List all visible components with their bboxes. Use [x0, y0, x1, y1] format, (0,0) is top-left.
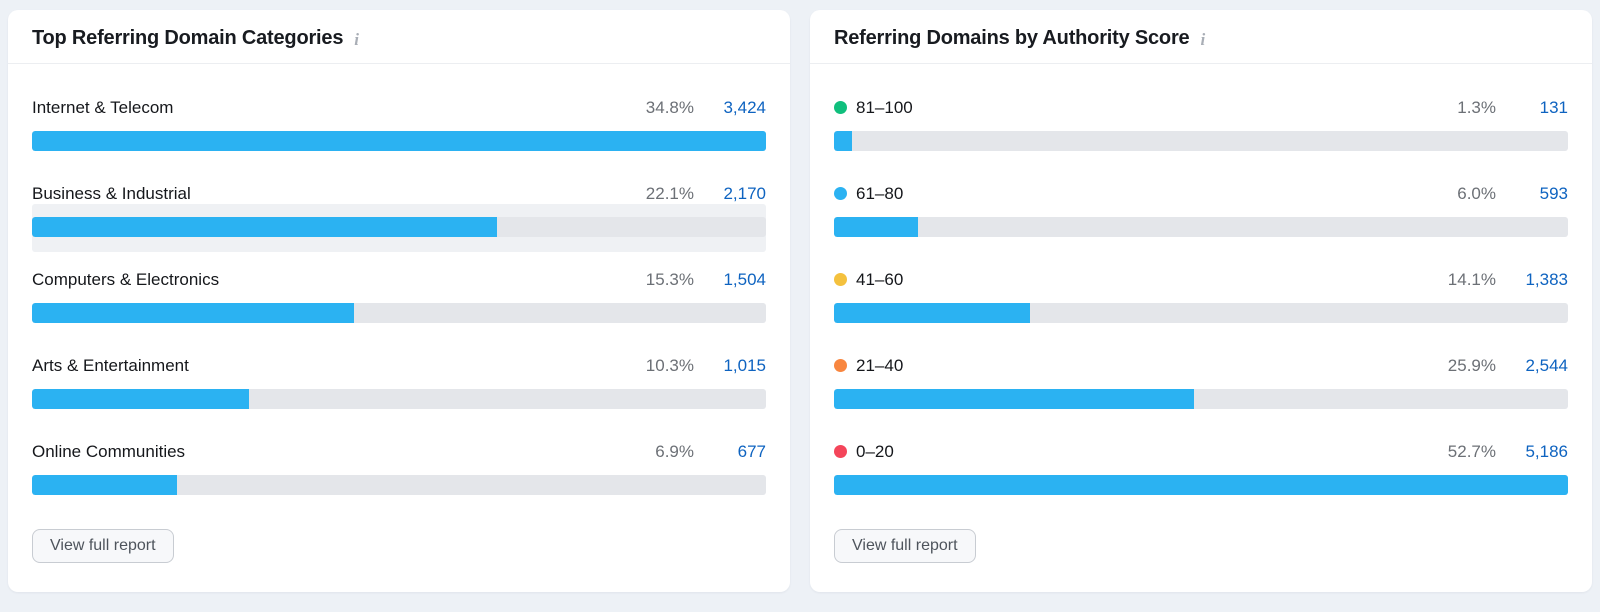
row-label: Computers & Electronics [32, 269, 220, 289]
row-percent: 1.3% [1457, 97, 1496, 117]
row-count-link[interactable]: 131 [1539, 97, 1568, 117]
card-referring-domains-by-authority-score: Referring Domains by Authority Score i 8… [810, 10, 1592, 592]
bar-band [32, 118, 766, 166]
bar-fill [834, 131, 853, 151]
domain-category-row: Business & Industrial 22.1% 2,170 [32, 183, 766, 252]
info-icon[interactable]: i [1200, 29, 1206, 49]
row-count-link[interactable]: 1,015 [723, 355, 766, 375]
row-percent: 6.0% [1457, 183, 1496, 203]
row-percent: 52.7% [1447, 441, 1496, 461]
card-header: Top Referring Domain Categories i [8, 10, 790, 64]
bar-fill [32, 217, 498, 237]
bar-track [32, 217, 766, 237]
bar-fill [834, 475, 1568, 495]
score-range-dot [834, 187, 847, 200]
authority-score-row: 81–100 1.3% 131 [834, 97, 1568, 166]
row-percent: 10.3% [645, 355, 694, 375]
authority-score-row: 61–80 6.0% 593 [834, 183, 1568, 252]
bar-track [834, 303, 1568, 323]
domain-category-row: Online Communities 6.9% 677 [32, 441, 766, 510]
score-range-dot [834, 445, 847, 458]
row-count-link[interactable]: 2,544 [1525, 355, 1568, 375]
row-count-link[interactable]: 3,424 [723, 97, 766, 117]
authority-score-row: 41–60 14.1% 1,383 [834, 269, 1568, 338]
row-percent: 25.9% [1447, 355, 1496, 375]
bar-fill [834, 303, 1030, 323]
bar-track [834, 389, 1568, 409]
bar-fill [32, 303, 355, 323]
row-count-link[interactable]: 5,186 [1525, 441, 1568, 461]
bar-fill [32, 475, 178, 495]
domain-category-row: Computers & Electronics 15.3% 1,504 [32, 269, 766, 338]
score-range-dot [834, 359, 847, 372]
bar-band [834, 376, 1568, 424]
bar-fill [834, 389, 1195, 409]
domain-category-row: Internet & Telecom 34.8% 3,424 [32, 97, 766, 166]
bar-band [32, 290, 766, 338]
card-footer: View full report [8, 529, 790, 592]
bar-band [834, 462, 1568, 510]
info-icon[interactable]: i [354, 29, 359, 49]
bar-track [32, 131, 766, 151]
bar-track [834, 217, 1568, 237]
row-percent: 6.9% [655, 441, 694, 461]
row-percent: 22.1% [645, 183, 694, 203]
bar-band [32, 376, 766, 424]
bar-fill [834, 217, 918, 237]
card-top-referring-domain-categories: Top Referring Domain Categories i Intern… [8, 10, 790, 592]
bar-track [32, 303, 766, 323]
card-title: Referring Domains by Authority Score [834, 27, 1190, 49]
row-count-link[interactable]: 1,383 [1525, 269, 1568, 289]
view-full-report-button[interactable]: View full report [834, 529, 976, 563]
bar-track [834, 131, 1568, 151]
bar-band [834, 290, 1568, 338]
row-count-link[interactable]: 677 [737, 441, 766, 461]
bar-band [834, 204, 1568, 252]
row-label: Online Communities [32, 441, 186, 461]
bar-band [834, 118, 1568, 166]
row-count-link[interactable]: 2,170 [723, 183, 766, 203]
row-label: 21–40 [856, 355, 904, 375]
row-percent: 14.1% [1447, 269, 1496, 289]
bar-track [834, 475, 1568, 495]
bar-fill [32, 131, 766, 151]
card-body: Internet & Telecom 34.8% 3,424 Business … [8, 64, 790, 495]
row-count-link[interactable]: 593 [1539, 183, 1568, 203]
row-count-link[interactable]: 1,504 [723, 269, 766, 289]
bar-band [32, 204, 766, 252]
bar-track [32, 475, 766, 495]
authority-score-row: 21–40 25.9% 2,544 [834, 355, 1568, 424]
authority-score-row: 0–20 52.7% 5,186 [834, 441, 1568, 510]
row-label: 61–80 [856, 183, 904, 203]
row-label: 81–100 [856, 97, 913, 117]
card-body: 81–100 1.3% 131 61–80 6.0% 593 [810, 64, 1592, 495]
row-percent: 15.3% [645, 269, 694, 289]
row-label: Business & Industrial [32, 183, 191, 203]
card-title: Top Referring Domain Categories [32, 27, 344, 49]
bar-track [32, 389, 766, 409]
card-footer: View full report [810, 529, 1592, 592]
row-label: 0–20 [856, 441, 894, 461]
view-full-report-button[interactable]: View full report [32, 529, 174, 563]
bar-band [32, 462, 766, 510]
score-range-dot [834, 101, 847, 114]
domain-category-row: Arts & Entertainment 10.3% 1,015 [32, 355, 766, 424]
score-range-dot [834, 273, 847, 286]
row-label: Arts & Entertainment [32, 355, 189, 375]
card-header: Referring Domains by Authority Score i [810, 10, 1592, 64]
row-percent: 34.8% [645, 97, 694, 117]
row-label: 41–60 [856, 269, 904, 289]
widgets-row: Top Referring Domain Categories i Intern… [8, 10, 1592, 592]
row-label: Internet & Telecom [32, 97, 174, 117]
bar-fill [32, 389, 250, 409]
